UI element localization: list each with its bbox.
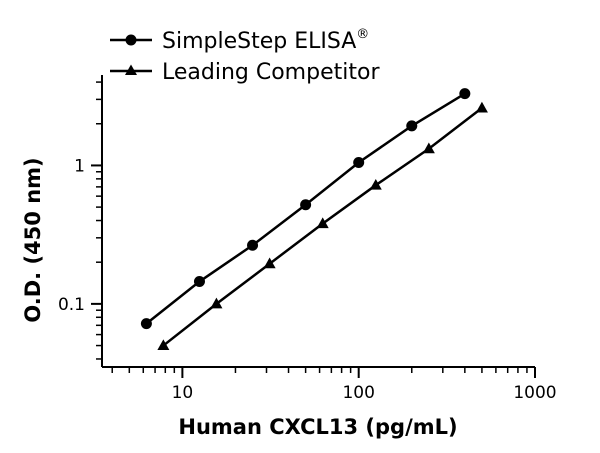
axis-ticks: 10 100 1000 0.1 1	[58, 81, 557, 403]
data-point-triangle	[316, 217, 329, 229]
x-tick-label: 10	[172, 383, 194, 403]
x-tick-label: 1000	[513, 383, 556, 403]
data-point-triangle	[369, 178, 382, 190]
data-point-triangle	[210, 297, 223, 309]
data-point-triangle	[422, 142, 435, 154]
data-point-circle	[459, 88, 471, 100]
data-point-circle	[406, 120, 418, 132]
legend-entry-competitor: Leading Competitor	[110, 60, 380, 85]
data-point-circle	[247, 239, 259, 251]
data-point-circle	[353, 157, 365, 169]
series-triangle	[157, 101, 488, 351]
legend-entry-simplestep: SimpleStep ELISA®	[110, 27, 369, 54]
data-point-triangle	[475, 101, 488, 113]
legend-marker-circle	[125, 34, 137, 46]
legend-label-registered: ®	[356, 27, 369, 42]
data-point-triangle	[157, 339, 170, 351]
y-tick-label: 0.1	[58, 295, 85, 315]
series-circle	[140, 88, 471, 330]
data-point-circle	[140, 318, 152, 330]
legend-marker-triangle	[125, 64, 137, 75]
y-tick-label: 1	[74, 156, 85, 176]
data-point-triangle	[263, 257, 276, 269]
x-tick-label: 100	[342, 383, 374, 403]
data-series	[140, 88, 488, 351]
legend: SimpleStep ELISA® Leading Competitor	[110, 27, 380, 85]
plot-area: 10 100 1000 0.1 1	[58, 75, 557, 403]
data-point-circle	[300, 199, 312, 211]
data-point-circle	[193, 276, 205, 288]
legend-label-simplestep-text: SimpleStep ELISA	[162, 29, 356, 54]
legend-label-competitor: Leading Competitor	[162, 60, 380, 85]
legend-label-simplestep: SimpleStep ELISA®	[162, 27, 369, 54]
y-axis-title: O.D. (450 nm)	[21, 157, 45, 322]
x-axis-title: Human CXCL13 (pg/mL)	[178, 415, 457, 439]
